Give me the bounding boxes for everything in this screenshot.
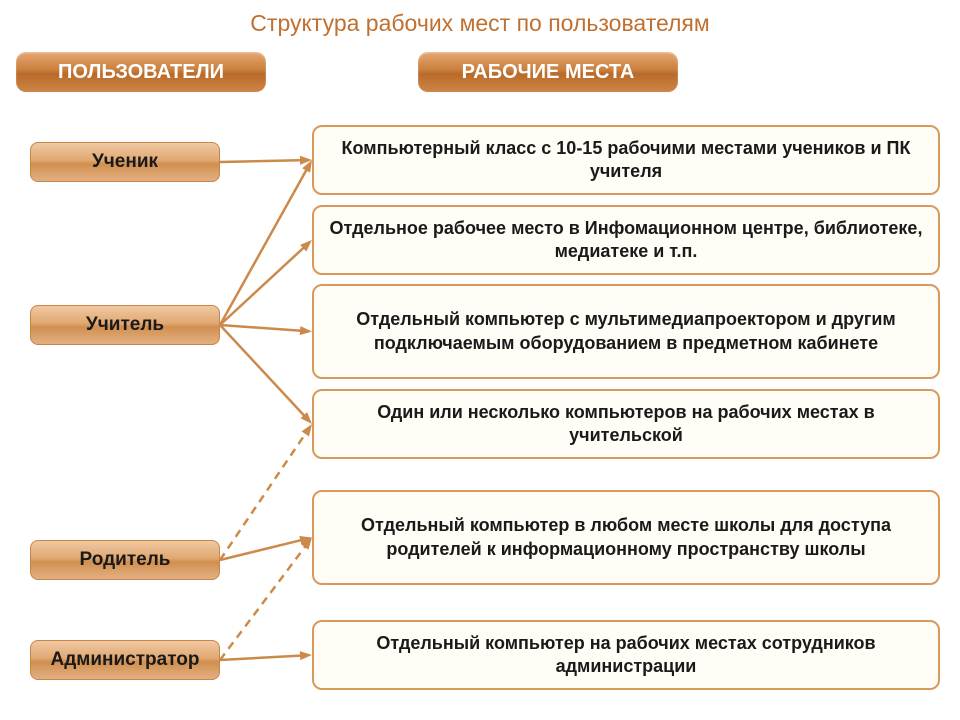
connector-layer	[0, 0, 960, 720]
